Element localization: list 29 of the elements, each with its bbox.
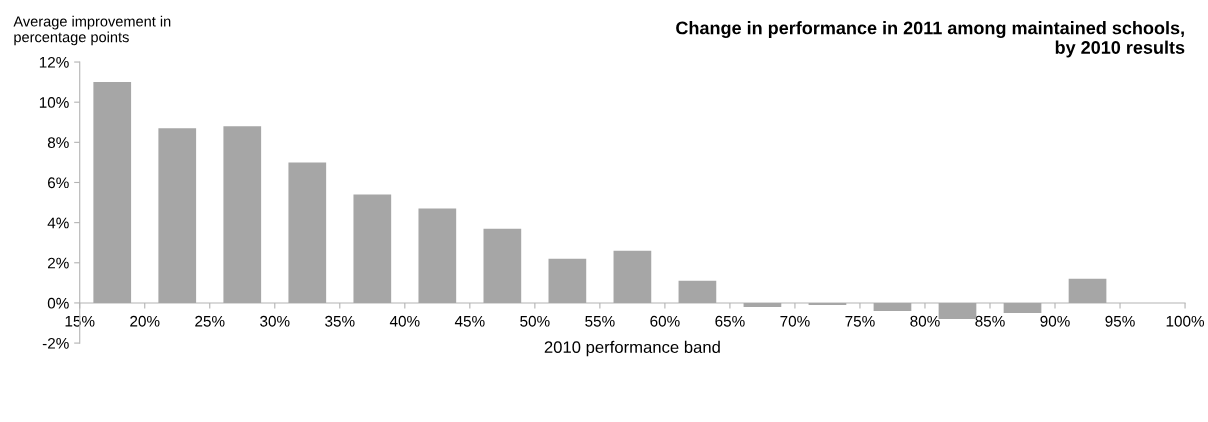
- x-tick-label: 30%: [260, 315, 290, 327]
- x-tick-label: 20%: [130, 315, 160, 327]
- y-tick-label: 10%: [39, 97, 69, 108]
- x-tick-label: 75%: [845, 315, 875, 327]
- x-tick-label: 25%: [195, 315, 225, 327]
- x-tick-label: 90%: [1040, 315, 1070, 327]
- x-tick-label: 80%: [910, 315, 940, 327]
- x-tick-label: 40%: [389, 315, 420, 327]
- y-tick-label: -2%: [42, 337, 69, 349]
- x-tick-label: 65%: [715, 315, 745, 327]
- y-tick-label: 6%: [48, 177, 69, 189]
- x-tick-label: 85%: [975, 315, 1005, 327]
- x-tick-label: 95%: [1105, 315, 1135, 327]
- x-tick-label: 70%: [780, 315, 810, 327]
- y-tick-label: 4%: [47, 217, 69, 229]
- y-axis-title: Average improvement in percentage points: [13, 15, 171, 46]
- y-tick-label: 0%: [47, 297, 69, 309]
- x-axis-title: 2010 performance band: [544, 340, 720, 357]
- x-tick-label: 45%: [454, 315, 485, 327]
- chart-title: Change in performance in 2011 among maintained schools, by 2010 results: [676, 21, 1185, 58]
- x-tick-label: 35%: [325, 315, 355, 327]
- y-tick-label: 8%: [47, 137, 69, 149]
- x-tick-label: 60%: [650, 315, 680, 327]
- x-tick-label: 15%: [65, 315, 95, 327]
- x-tick-label: 100%: [1166, 315, 1205, 327]
- y-tick-label: 2%: [48, 257, 69, 269]
- x-tick-label: 50%: [520, 315, 550, 327]
- x-tick-label: 55%: [585, 315, 615, 327]
- y-tick-label: 12%: [39, 56, 69, 68]
